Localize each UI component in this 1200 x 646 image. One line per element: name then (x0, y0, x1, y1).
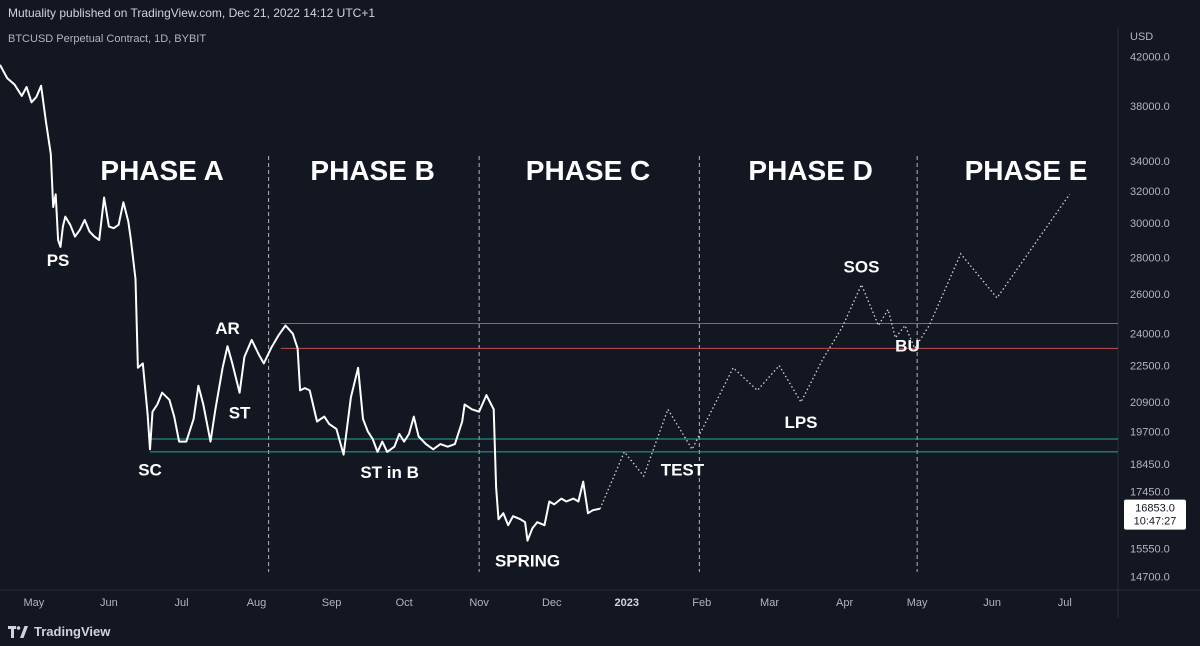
last-price-value: 16853.0 (1135, 503, 1175, 515)
annotation-ar: AR (215, 319, 240, 338)
x-tick-label: Jul (174, 597, 188, 609)
footer-bar: TradingView (0, 618, 1200, 646)
x-tick-label: Apr (836, 597, 853, 609)
phase-label: PHASE C (526, 155, 650, 186)
x-tick-label: Mar (760, 597, 779, 609)
y-tick-label: 28000.0 (1130, 252, 1170, 264)
y-tick-label: 34000.0 (1130, 156, 1170, 168)
y-tick-label: 38000.0 (1130, 101, 1170, 113)
tradingview-brand[interactable]: TradingView (8, 624, 110, 639)
y-tick-label: 30000.0 (1130, 218, 1170, 230)
price-line (0, 64, 601, 542)
y-tick-label: 22500.0 (1130, 361, 1170, 373)
x-tick-label: Sep (322, 597, 342, 609)
annotation-test: TEST (661, 460, 705, 479)
y-tick-label: 24000.0 (1130, 329, 1170, 341)
phase-label: PHASE E (965, 155, 1088, 186)
x-tick-label: Jun (100, 597, 118, 609)
annotation-spring: SPRING (495, 552, 560, 571)
y-tick-label: 14700.0 (1130, 571, 1170, 583)
phase-label: PHASE D (748, 155, 872, 186)
x-tick-label: Aug (247, 597, 267, 609)
published-caption: Mutuality published on TradingView.com, … (8, 6, 375, 20)
y-tick-label: 32000.0 (1130, 186, 1170, 198)
annotation-sc: SC (138, 460, 162, 479)
x-tick-label: May (907, 597, 928, 609)
y-tick-label: 26000.0 (1130, 289, 1170, 301)
header-bar: Mutuality published on TradingView.com, … (0, 0, 1200, 28)
currency-label: USD (1130, 31, 1153, 43)
x-tick-label: Feb (692, 597, 711, 609)
annotation-sos: SOS (844, 258, 880, 277)
y-tick-label: 18450.0 (1130, 459, 1170, 471)
x-tick-label: Jun (983, 597, 1001, 609)
y-tick-label: 20900.0 (1130, 397, 1170, 409)
y-tick-label: 15550.0 (1130, 544, 1170, 556)
last-price-tag (1124, 499, 1186, 530)
projection-line (599, 193, 1071, 509)
annotation-ps: PS (47, 251, 70, 270)
tradingview-brand-label: TradingView (34, 624, 111, 639)
x-tick-label: Oct (396, 597, 413, 609)
x-tick-label: Nov (469, 597, 489, 609)
phase-label: PHASE A (100, 155, 223, 186)
x-tick-label: 2023 (615, 597, 639, 609)
x-tick-label: Jul (1058, 597, 1072, 609)
annotation-bu: BU (895, 336, 920, 355)
y-tick-label: 17450.0 (1130, 486, 1170, 498)
tradingview-logo-icon (8, 625, 28, 638)
annotation-lps: LPS (784, 413, 817, 432)
symbol-title: BTCUSD Perpetual Contract, 1D, BYBIT (8, 33, 206, 45)
price-chart[interactable]: BTCUSD Perpetual Contract, 1D, BYBIT PHAS… (0, 28, 1200, 618)
chart-area[interactable]: BTCUSD Perpetual Contract, 1D, BYBIT PHAS… (0, 28, 1200, 618)
annotation-st: ST (229, 404, 251, 423)
last-price-countdown: 10:47:27 (1134, 516, 1177, 528)
x-tick-label: May (23, 597, 44, 609)
y-tick-label: 42000.0 (1130, 52, 1170, 64)
annotation-st-in-b: ST in B (360, 463, 419, 482)
phase-label: PHASE B (310, 155, 434, 186)
x-tick-label: Dec (542, 597, 562, 609)
y-tick-label: 19700.0 (1130, 426, 1170, 438)
